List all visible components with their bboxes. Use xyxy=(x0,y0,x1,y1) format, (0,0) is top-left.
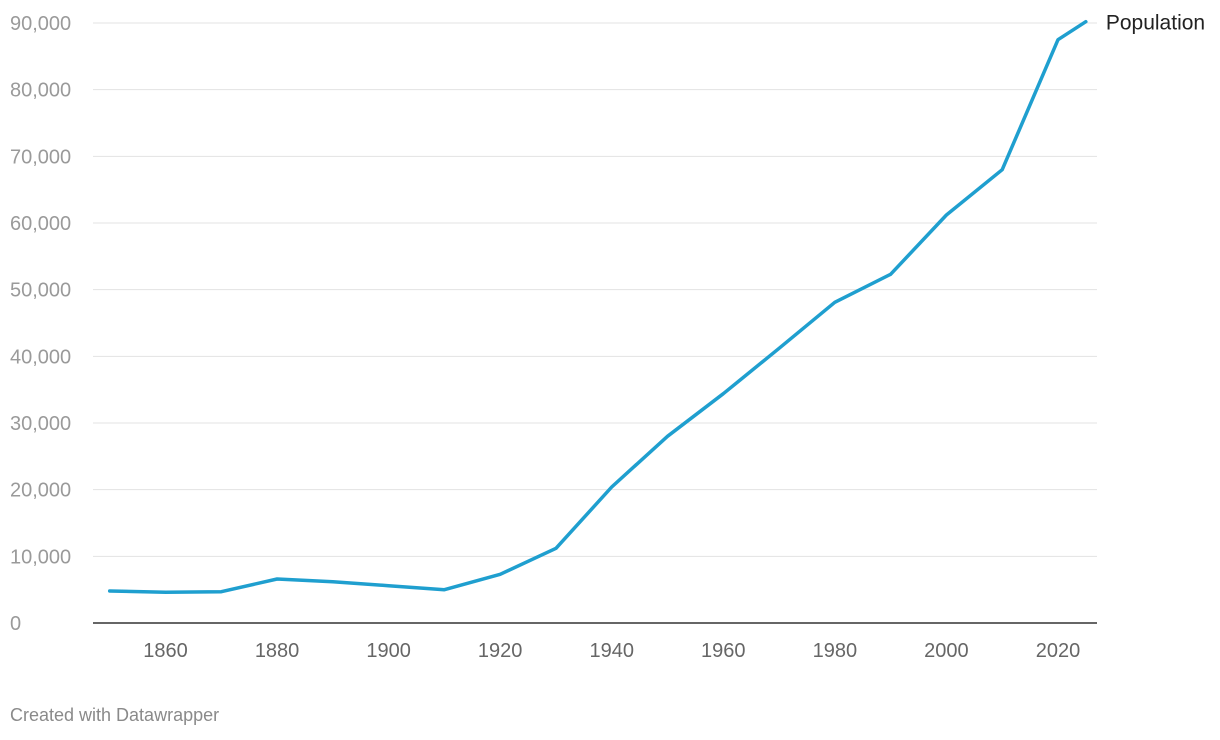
gridlines xyxy=(93,22,1097,557)
x-tick-label: 1920 xyxy=(478,640,523,662)
data-point xyxy=(666,435,669,438)
x-axis-ticks: 1860 1880 1900 1920 1940 1960 1980 2000 2020 xyxy=(143,640,1080,662)
y-tick-label: 70,000 xyxy=(10,146,71,168)
data-point xyxy=(164,591,167,594)
y-tick-label: 50,000 xyxy=(10,280,71,302)
x-tick-label: 1980 xyxy=(813,640,858,662)
series-label: Population xyxy=(1106,12,1205,35)
y-tick-label: 90,000 xyxy=(10,13,71,35)
x-tick-label: 1940 xyxy=(589,640,634,662)
y-tick-label: 80,000 xyxy=(10,80,71,102)
data-point xyxy=(889,273,892,276)
data-point xyxy=(275,577,279,581)
y-axis-ticks: 0 10,000 20,000 30,000 40,000 50,000 60,000 70,… xyxy=(10,13,71,635)
x-tick-label: 2020 xyxy=(1036,640,1081,662)
data-point xyxy=(387,584,390,587)
data-point xyxy=(331,580,335,583)
data-point xyxy=(777,347,781,350)
y-tick-label: 10,000 xyxy=(10,546,71,568)
x-tick-label: 1860 xyxy=(143,640,188,662)
data-point xyxy=(220,590,223,593)
data-point xyxy=(610,485,613,489)
x-tick-label: 1960 xyxy=(701,640,746,662)
y-tick-label: 60,000 xyxy=(10,213,71,235)
y-tick-label: 30,000 xyxy=(10,413,71,435)
data-point xyxy=(1056,38,1060,41)
data-point xyxy=(443,588,446,591)
data-point xyxy=(945,213,948,217)
data-point xyxy=(554,547,558,550)
series-line-population xyxy=(107,19,1088,595)
y-tick-label: 40,000 xyxy=(10,346,71,368)
x-tick-label: 1880 xyxy=(255,640,300,662)
credit-text: Created with Datawrapper xyxy=(10,705,220,725)
y-tick-label: 0 xyxy=(10,613,21,635)
x-tick-label: 1900 xyxy=(366,640,411,662)
y-tick-label: 20,000 xyxy=(10,480,71,502)
series-group: Population xyxy=(107,12,1205,595)
data-point xyxy=(498,573,502,576)
x-tick-label: 2000 xyxy=(924,640,969,662)
data-point xyxy=(108,589,111,593)
data-point xyxy=(722,392,725,395)
data-point xyxy=(833,301,837,304)
data-point xyxy=(1084,20,1088,23)
data-point xyxy=(1000,168,1004,171)
